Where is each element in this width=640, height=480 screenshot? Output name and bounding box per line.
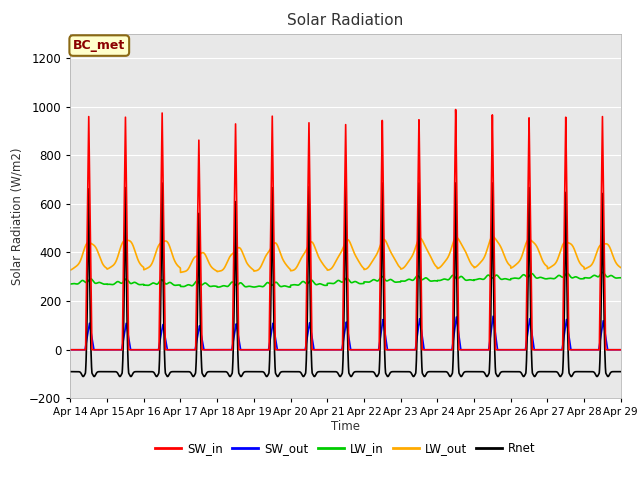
Rnet [439,369,447,374]
Rnet [79,373,87,379]
SW_out [325,347,333,353]
Rnet [166,371,173,376]
Title: Solar Radiation: Solar Radiation [287,13,404,28]
LW_out [489,234,497,240]
Line: LW_in: LW_in [70,273,621,287]
Legend: SW_in, SW_out, LW_in, LW_out, Rnet: SW_in, SW_out, LW_in, LW_out, Rnet [150,438,541,460]
SW_in [438,347,446,353]
Line: SW_out: SW_out [70,316,621,350]
SW_out [166,347,173,353]
SW_out [469,347,477,353]
LW_in [325,280,333,286]
Rnet [616,369,624,374]
LW_in [599,270,607,276]
Line: LW_out: LW_out [70,237,621,273]
LW_in [67,281,74,287]
SW_in [500,347,508,353]
Rnet [469,369,477,374]
Rnet [500,369,508,374]
X-axis label: Time: Time [331,420,360,433]
SW_in [166,347,173,353]
LW_in [438,276,446,282]
Y-axis label: Solar Radiation (W/m2): Solar Radiation (W/m2) [11,147,24,285]
LW_in [214,284,222,290]
LW_out [166,243,173,249]
SW_out [616,347,624,353]
Line: Rnet: Rnet [70,183,621,376]
LW_in [500,276,508,282]
SW_out [500,347,508,353]
LW_out [438,262,446,267]
LW_in [616,275,624,281]
Rnet [325,369,333,374]
Rnet [67,369,74,374]
Text: BC_met: BC_met [73,39,125,52]
Rnet [617,369,625,374]
LW_out [616,264,624,270]
SW_out [617,347,625,353]
Rnet [158,180,166,186]
LW_in [469,277,477,283]
LW_out [617,264,625,270]
SW_out [438,347,446,353]
SW_in [469,347,477,353]
SW_in [616,347,624,353]
LW_in [617,275,625,281]
LW_out [500,252,508,258]
LW_out [325,267,333,273]
LW_in [166,280,173,286]
SW_out [489,313,497,319]
SW_in [67,347,74,353]
SW_in [325,347,333,353]
LW_out [177,270,184,276]
Line: SW_in: SW_in [70,109,621,350]
LW_out [67,267,74,273]
SW_in [452,107,460,112]
SW_in [617,347,625,353]
LW_out [469,263,477,269]
SW_out [67,347,74,353]
